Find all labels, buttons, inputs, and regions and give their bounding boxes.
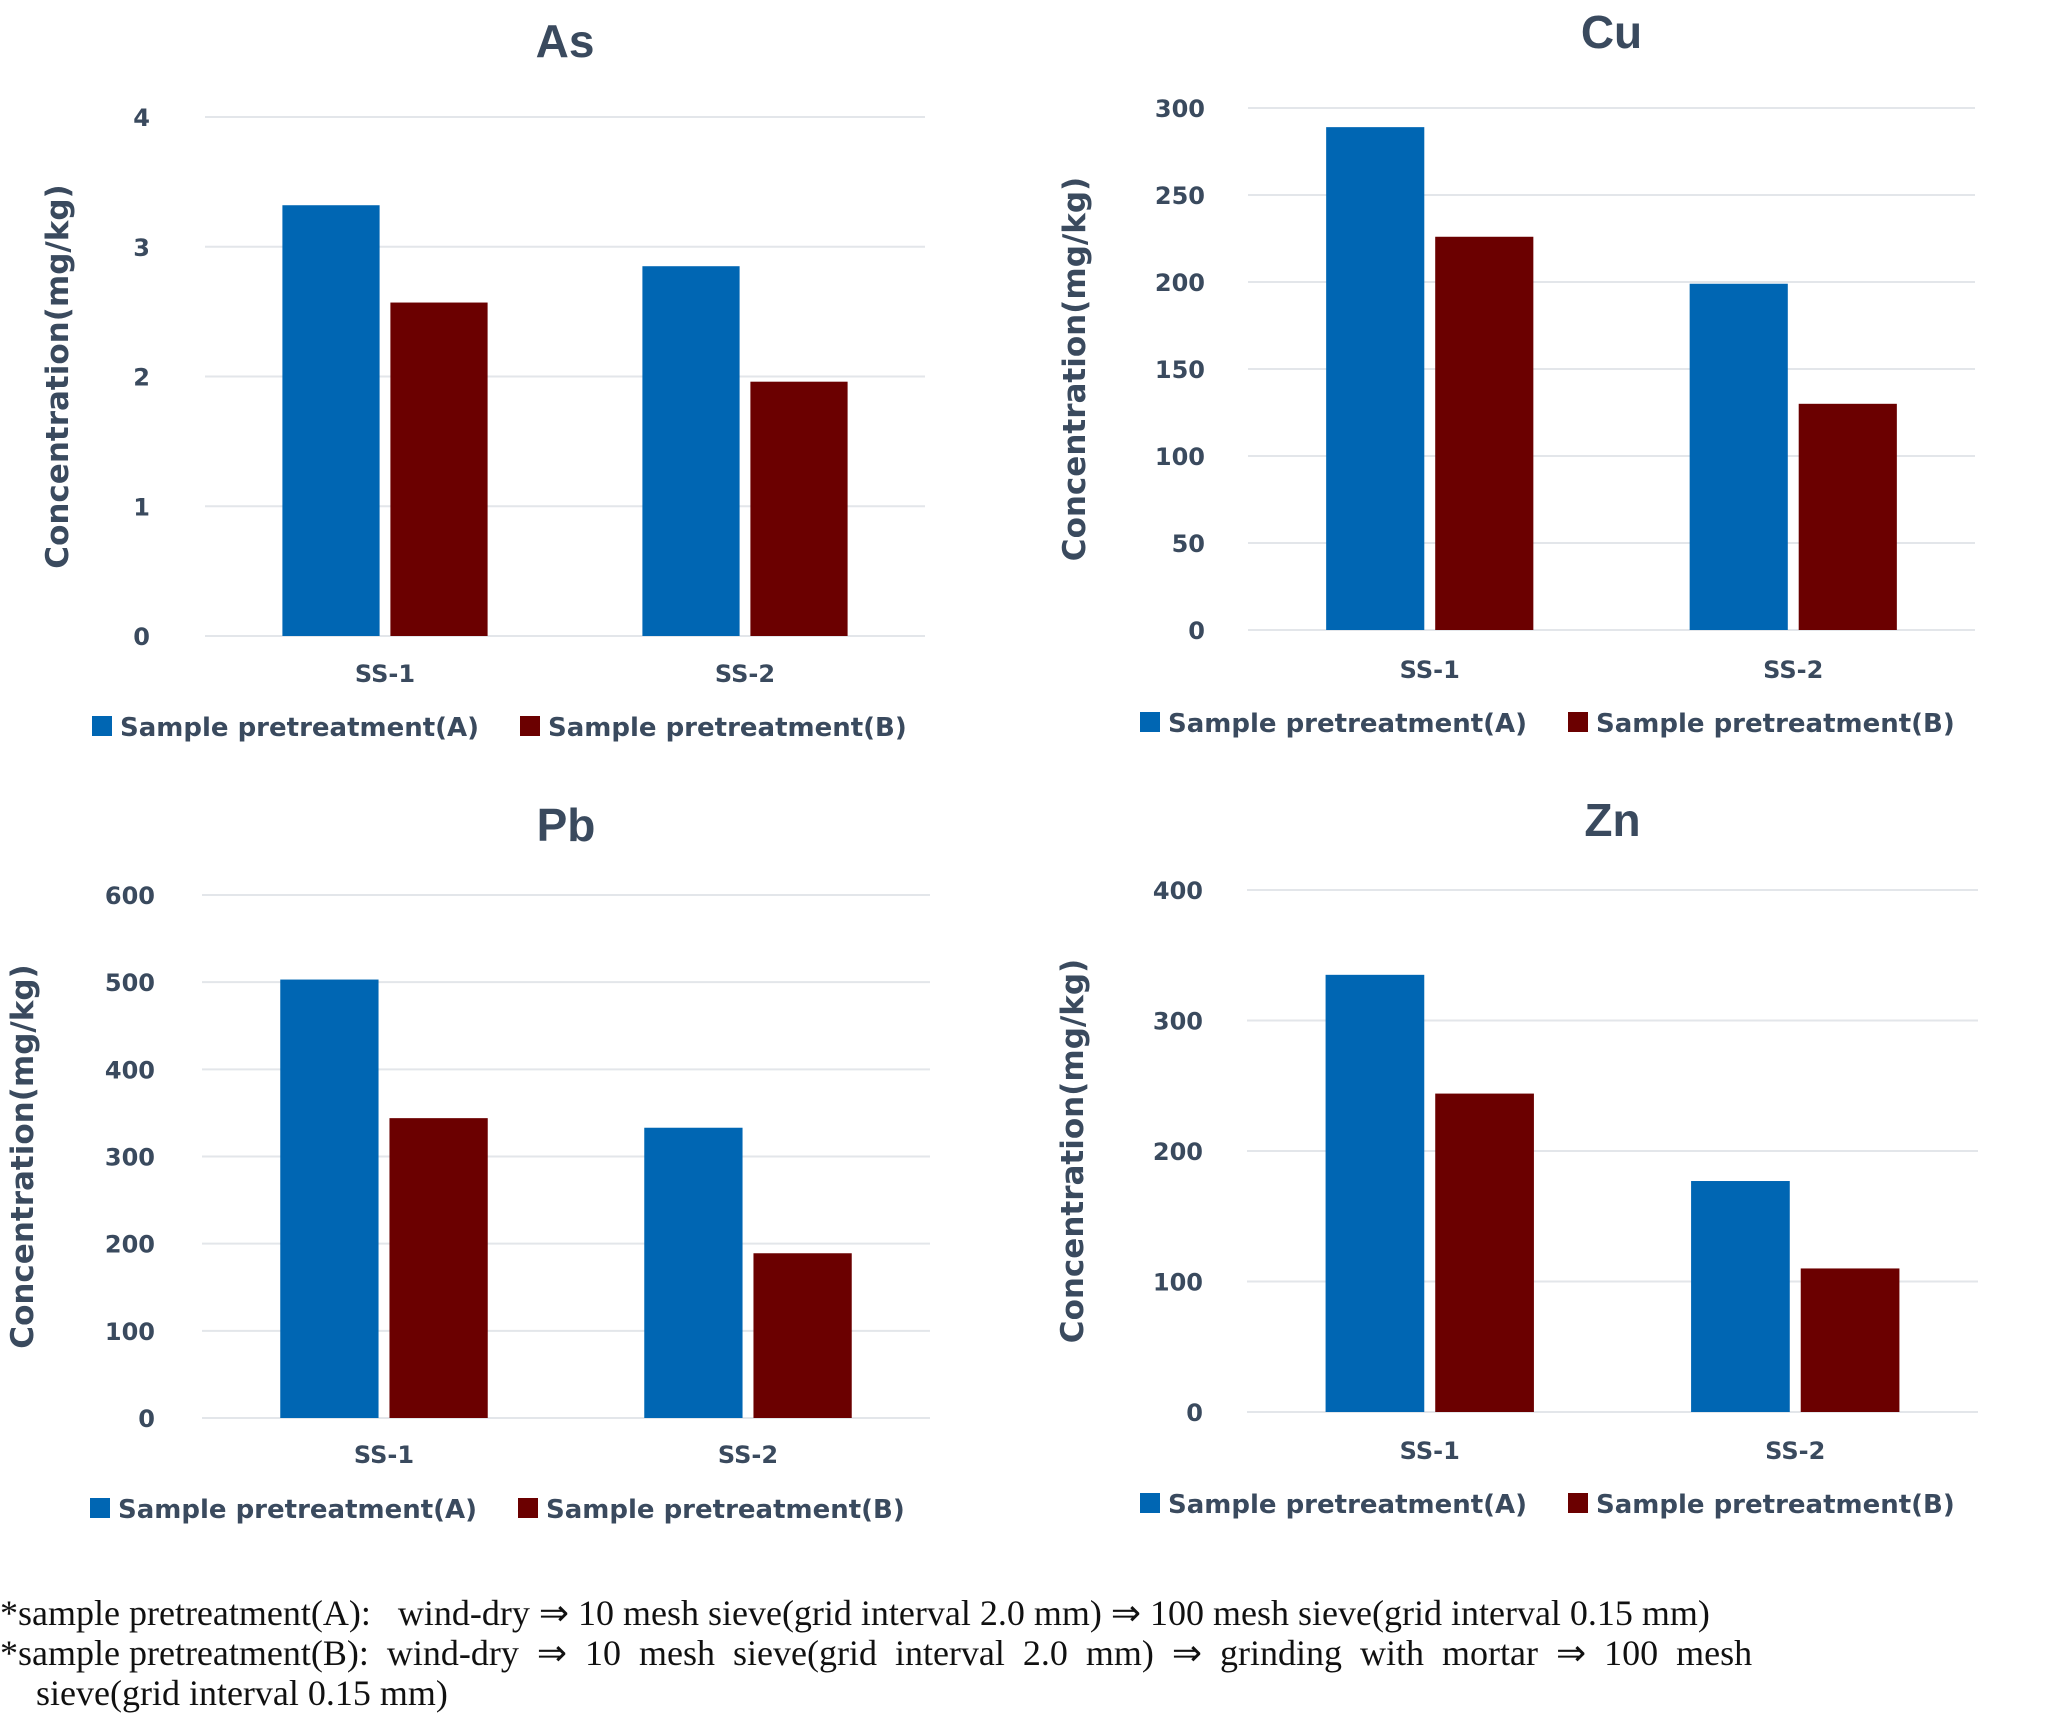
y-tick-label: 300: [1155, 95, 1205, 123]
y-tick-label: 4: [133, 104, 150, 132]
legend-swatch: [520, 716, 540, 736]
y-tick-label: 300: [105, 1144, 155, 1172]
footnote-b-continued: sieve(grid interval 0.15 mm): [0, 1673, 448, 1713]
chart-title: Pb: [537, 799, 596, 851]
y-tick-label: 150: [1155, 356, 1205, 384]
bar-ss-1-series-a: [280, 979, 379, 1418]
x-category-label: SS-1: [1400, 1437, 1460, 1465]
y-tick-label: 250: [1155, 182, 1205, 210]
bar-ss-1-series-a: [1326, 127, 1425, 630]
y-tick-label: 100: [1155, 443, 1205, 471]
bar-ss-1-series-a: [1325, 974, 1425, 1412]
y-tick-label: 50: [1172, 530, 1205, 558]
x-category-label: SS-2: [1765, 1437, 1825, 1465]
chart-zn: Zn 0 100 200 300 400 Concentration(mg/kg) SS-1 S…: [1055, 794, 1978, 1520]
chart-title: Zn: [1584, 794, 1640, 846]
y-tick-label: 400: [105, 1056, 155, 1084]
legend-swatch: [1568, 712, 1588, 732]
x-category-label: SS-2: [718, 1441, 778, 1469]
bar-ss-1-series-b: [389, 1118, 488, 1418]
bar-ss-1-series-a: [282, 205, 380, 637]
y-axis-label: Concentration(mg/kg): [1057, 177, 1093, 561]
y-tick-label: 100: [105, 1318, 155, 1346]
y-tick-label: 200: [1155, 269, 1205, 297]
y-tick-label: 3: [133, 234, 150, 262]
y-tick-label: 0: [138, 1405, 155, 1433]
y-tick-label: 0: [133, 623, 150, 651]
y-tick-label: 1: [133, 493, 150, 521]
bar-ss-2-series-a: [1689, 283, 1788, 630]
legend-label: Sample pretreatment(B): [548, 713, 907, 743]
y-tick-label: 200: [1153, 1138, 1203, 1166]
legend-swatch: [1568, 1493, 1588, 1513]
bar-ss-1-series-b: [1435, 1093, 1534, 1412]
legend-label: Sample pretreatment(A): [1168, 1490, 1527, 1520]
legend-label: Sample pretreatment(A): [1168, 709, 1527, 739]
y-tick-label: 0: [1186, 1399, 1203, 1427]
legend-label: Sample pretreatment(B): [1596, 709, 1955, 739]
legend-label: Sample pretreatment(B): [546, 1495, 905, 1525]
chart-cu: Cu 0 50 100 150 200 250 300 Concentration(mg/kg)…: [1057, 6, 1975, 739]
y-tick-label: 300: [1153, 1008, 1203, 1036]
chart-title: Cu: [1581, 6, 1642, 58]
y-tick-label: 400: [1153, 877, 1203, 905]
y-tick-label: 100: [1153, 1269, 1203, 1297]
bar-ss-2-series-a: [1691, 1181, 1790, 1412]
legend-swatch: [1140, 712, 1160, 732]
bar-ss-2-series-b: [753, 1253, 852, 1418]
chart-pb: Pb 0 100 200 300 400 500 600 Concentration(mg/kg…: [5, 799, 930, 1525]
y-tick-label: 0: [1188, 617, 1205, 645]
legend-swatch: [1140, 1493, 1160, 1513]
y-tick-label: 500: [105, 969, 155, 997]
y-tick-label: 600: [105, 882, 155, 910]
footnote-a: *sample pretreatment(A): wind-dry ⇒ 10 m…: [0, 1593, 1710, 1633]
bar-ss-2-series-b: [1798, 403, 1897, 630]
x-category-label: SS-1: [354, 1441, 414, 1469]
legend-swatch: [92, 716, 112, 736]
legend-label: Sample pretreatment(A): [118, 1495, 477, 1525]
y-tick-label: 200: [105, 1231, 155, 1259]
legend-swatch: [90, 1498, 110, 1518]
x-category-label: SS-1: [355, 660, 415, 688]
chart-as: As 0 1 2 3 4 Concentration(mg/kg) SS-1 SS-2 Sampl…: [40, 15, 925, 743]
legend-label: Sample pretreatment(A): [120, 713, 479, 743]
bar-ss-1-series-b: [1435, 236, 1534, 630]
bar-ss-1-series-b: [390, 302, 488, 636]
y-axis-label: Concentration(mg/kg): [40, 184, 76, 568]
x-category-label: SS-2: [1763, 656, 1823, 684]
footnote-b: *sample pretreatment(B): wind-dry ⇒ 10 m…: [0, 1633, 1753, 1673]
bar-ss-2-series-a: [642, 266, 740, 636]
bar-ss-2-series-a: [644, 1127, 743, 1418]
legend-label: Sample pretreatment(B): [1596, 1490, 1955, 1520]
x-category-label: SS-2: [715, 660, 775, 688]
x-category-label: SS-1: [1400, 656, 1460, 684]
bar-ss-2-series-b: [750, 381, 848, 636]
y-axis-label: Concentration(mg/kg): [1055, 959, 1091, 1343]
bar-ss-2-series-b: [1800, 1268, 1900, 1412]
y-axis-label: Concentration(mg/kg): [5, 964, 41, 1348]
legend-swatch: [518, 1498, 538, 1518]
chart-title: As: [536, 15, 595, 67]
y-tick-label: 2: [133, 364, 150, 392]
